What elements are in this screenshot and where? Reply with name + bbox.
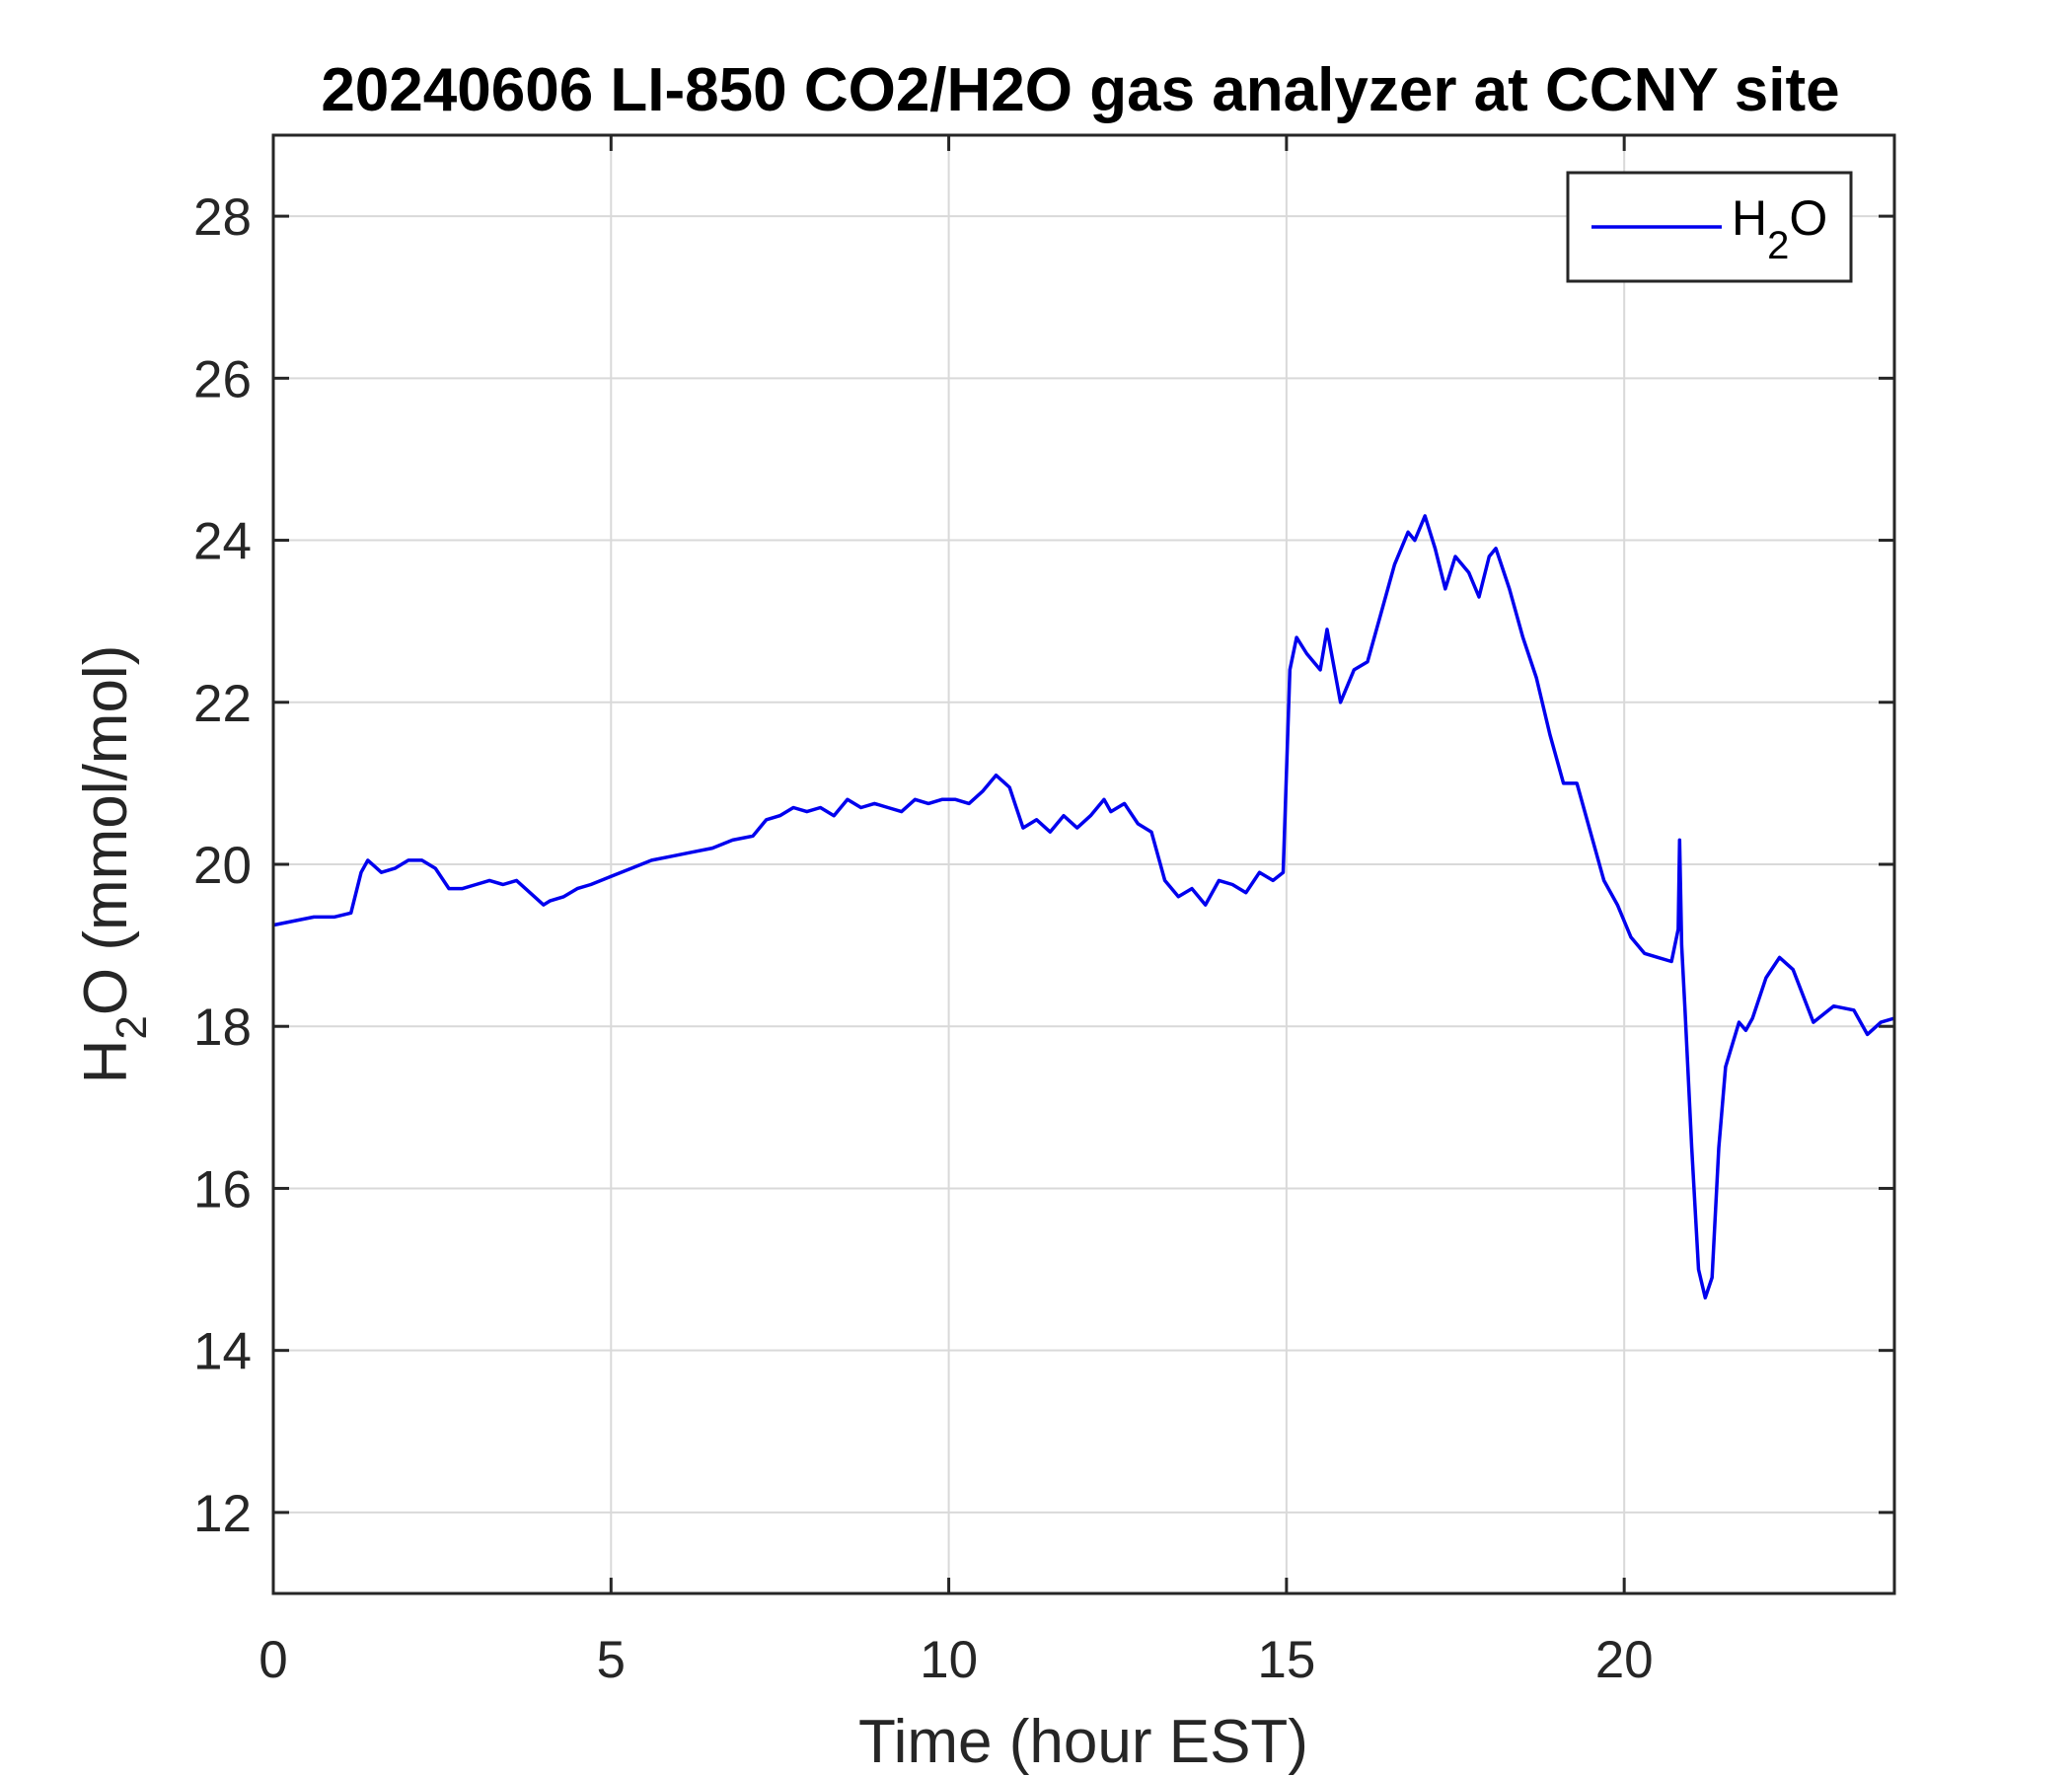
legend-label-subscript: 2	[1767, 224, 1789, 267]
legend: H2O	[1566, 171, 1853, 283]
y-axis-label-main: H	[72, 1040, 140, 1084]
legend-label-h2o: H2O	[1732, 190, 1827, 267]
x-tick-label: 5	[597, 1631, 626, 1689]
y-tick-label: 20	[193, 837, 252, 895]
y-tick-label: 24	[193, 513, 252, 571]
grid-lines	[272, 135, 1894, 1593]
x-tick-label: 0	[259, 1631, 287, 1689]
tick-marks	[271, 135, 1894, 1593]
x-axis-label: Time (hour EST)	[858, 1708, 1308, 1776]
y-tick-label: 28	[193, 188, 252, 247]
y-tick-label: 18	[193, 999, 252, 1057]
legend-label-rest: O	[1789, 190, 1827, 246]
y-tick-label: 22	[193, 675, 252, 733]
series-line-h2o	[272, 514, 1895, 1300]
chart-title: 20240606 LI-850 CO2/H2O gas analyzer at …	[321, 56, 1839, 124]
y-axis-label-rest: O (mmol/mol)	[72, 645, 140, 1015]
y-tick-labels: 12 14 16 18 20 22 24 26 28	[193, 188, 252, 1543]
y-tick-label: 14	[193, 1323, 252, 1381]
y-tick-label: 26	[193, 350, 252, 408]
y-axis-label: H2O (mmol/mol)	[72, 645, 156, 1084]
y-tick-label: 12	[193, 1485, 252, 1543]
legend-label-main: H	[1732, 190, 1767, 246]
y-tick-label: 16	[193, 1160, 252, 1219]
data-series	[272, 514, 1895, 1300]
x-tick-labels: 0 5 10 15 20	[259, 1631, 1653, 1689]
x-tick-label: 10	[920, 1631, 978, 1689]
x-tick-label: 15	[1257, 1631, 1315, 1689]
x-tick-label: 20	[1595, 1631, 1654, 1689]
plot-frame	[271, 133, 1896, 1595]
y-axis-label-subscript: 2	[108, 1015, 156, 1039]
